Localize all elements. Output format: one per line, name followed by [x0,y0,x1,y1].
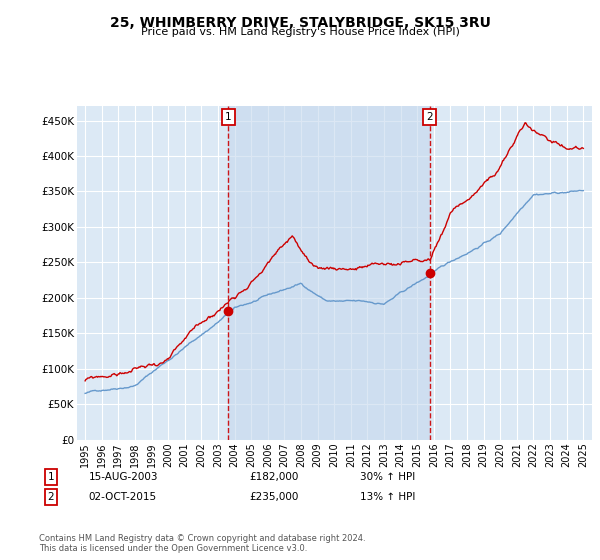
Text: £182,000: £182,000 [249,472,298,482]
Bar [228,106,430,440]
Text: 2: 2 [427,112,433,122]
Text: 02-OCT-2015: 02-OCT-2015 [89,492,157,502]
Text: Contains HM Land Registry data © Crown copyright and database right 2024.
This d: Contains HM Land Registry data © Crown c… [39,534,365,553]
Text: 1: 1 [47,472,55,482]
Text: 25, WHIMBERRY DRIVE, STALYBRIDGE, SK15 3RU: 25, WHIMBERRY DRIVE, STALYBRIDGE, SK15 3… [110,16,490,30]
Text: 13% ↑ HPI: 13% ↑ HPI [360,492,415,502]
Text: 15-AUG-2003: 15-AUG-2003 [89,472,158,482]
Text: 1: 1 [225,112,232,122]
Text: Price paid vs. HM Land Registry's House Price Index (HPI): Price paid vs. HM Land Registry's House … [140,27,460,37]
Text: 30% ↑ HPI: 30% ↑ HPI [360,472,415,482]
Text: 2: 2 [47,492,55,502]
Text: £235,000: £235,000 [249,492,298,502]
